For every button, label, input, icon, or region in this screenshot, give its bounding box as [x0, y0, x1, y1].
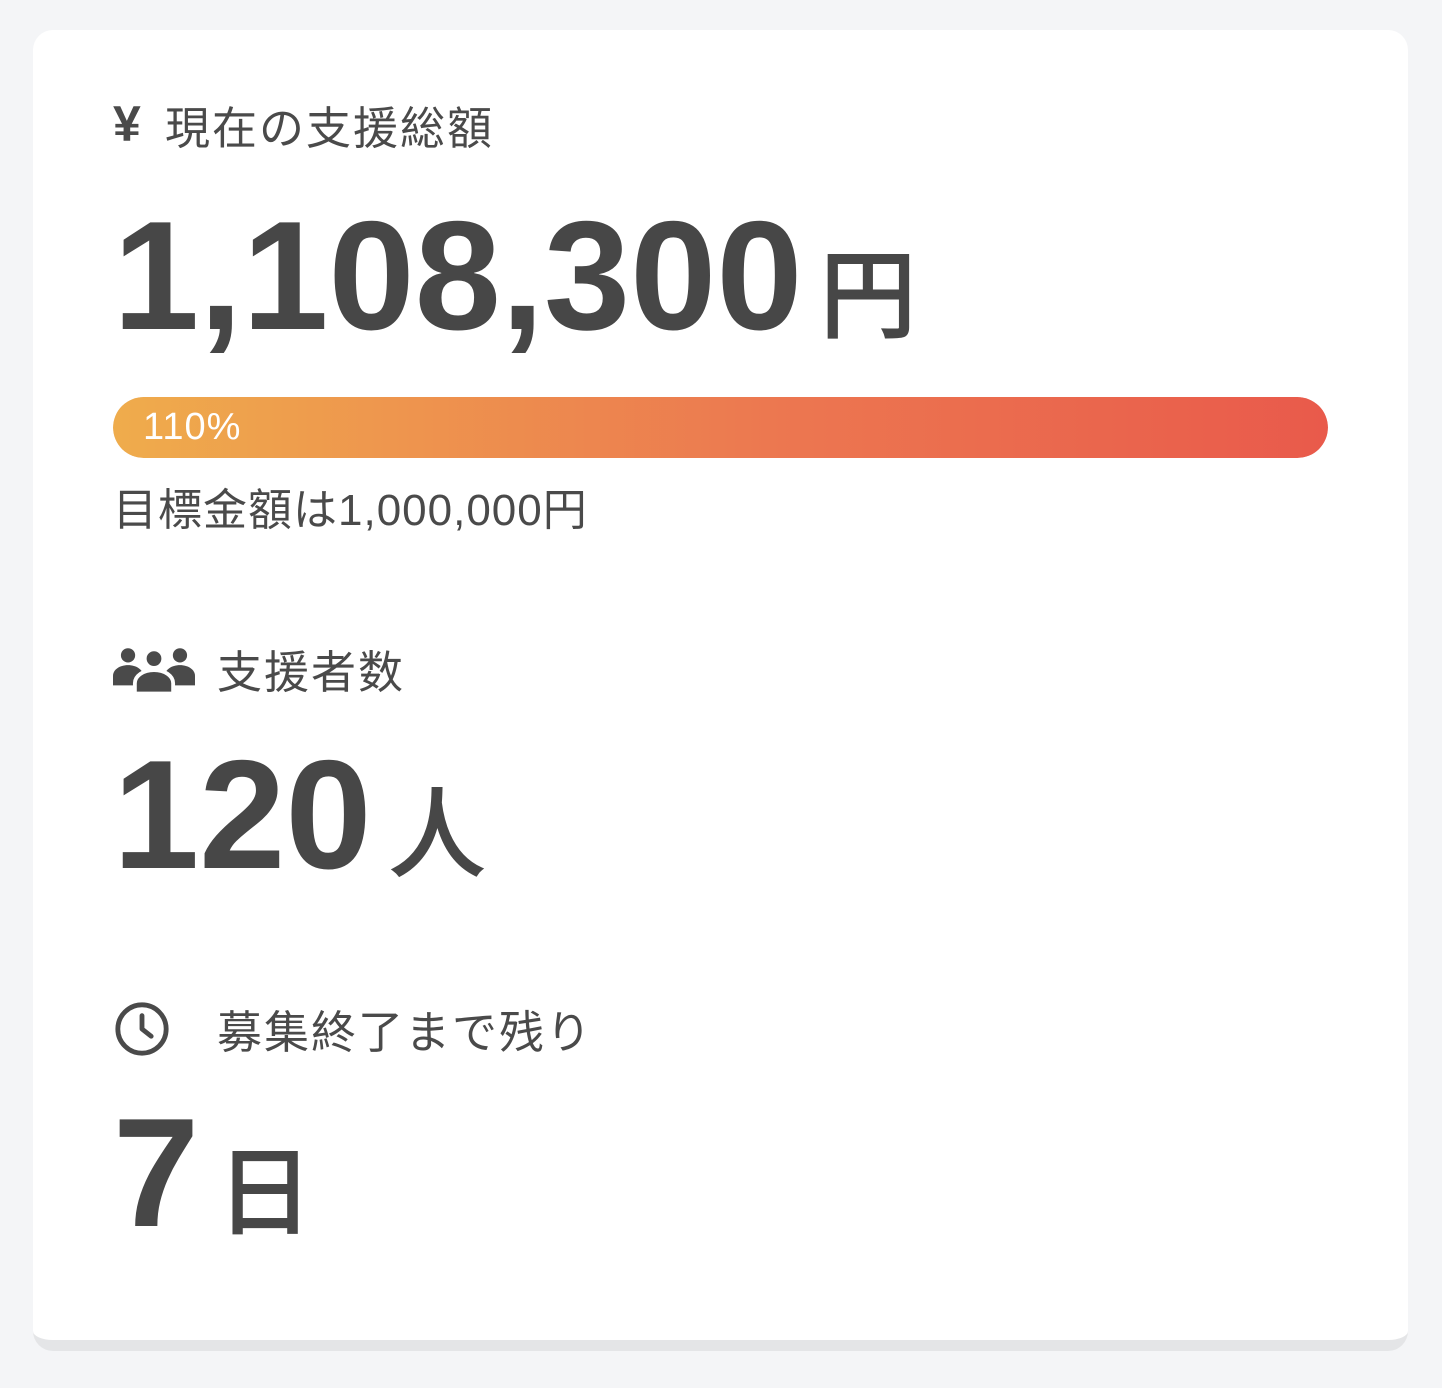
supporters-label: 支援者数 [217, 647, 406, 699]
funding-section: ¥ 現在の支援総額 1,108,300 円 110% 目標金額は1,000,000… [113, 96, 1328, 537]
deadline-label: 募集終了まで残り [217, 1007, 594, 1059]
supporters-count: 120 人 [113, 737, 1328, 892]
funding-amount-value: 1,108,300 [113, 189, 803, 362]
deadline-label-row: 募集終了まで残り [113, 1000, 1328, 1058]
funding-label-row: ¥ 現在の支援総額 [113, 96, 1328, 154]
supporters-count-unit: 人 [389, 782, 485, 889]
clock-icon [113, 1000, 217, 1058]
deadline-value-number: 7 [113, 1085, 200, 1259]
yen-icon: ¥ [113, 96, 143, 152]
supporters-section: 支援者数 120 人 [113, 641, 1328, 892]
funding-amount-unit: 円 [820, 244, 916, 350]
supporters-count-value: 120 [113, 727, 372, 901]
crowdfunding-stats-card: ¥ 現在の支援総額 1,108,300 円 110% 目標金額は1,000,000… [33, 30, 1408, 1351]
funding-label: 現在の支援総額 [165, 102, 495, 154]
progress-bar: 110% [113, 397, 1328, 458]
supporters-label-row: 支援者数 [113, 641, 1328, 698]
goal-text: 目標金額は1,000,000円 [113, 486, 588, 535]
progress-fill: 110% [113, 397, 1328, 458]
people-icon [113, 641, 217, 697]
funding-amount: 1,108,300 円 [113, 198, 1328, 353]
deadline-value-unit: 日 [217, 1140, 313, 1247]
progress-percent-label: 110% [143, 406, 242, 448]
